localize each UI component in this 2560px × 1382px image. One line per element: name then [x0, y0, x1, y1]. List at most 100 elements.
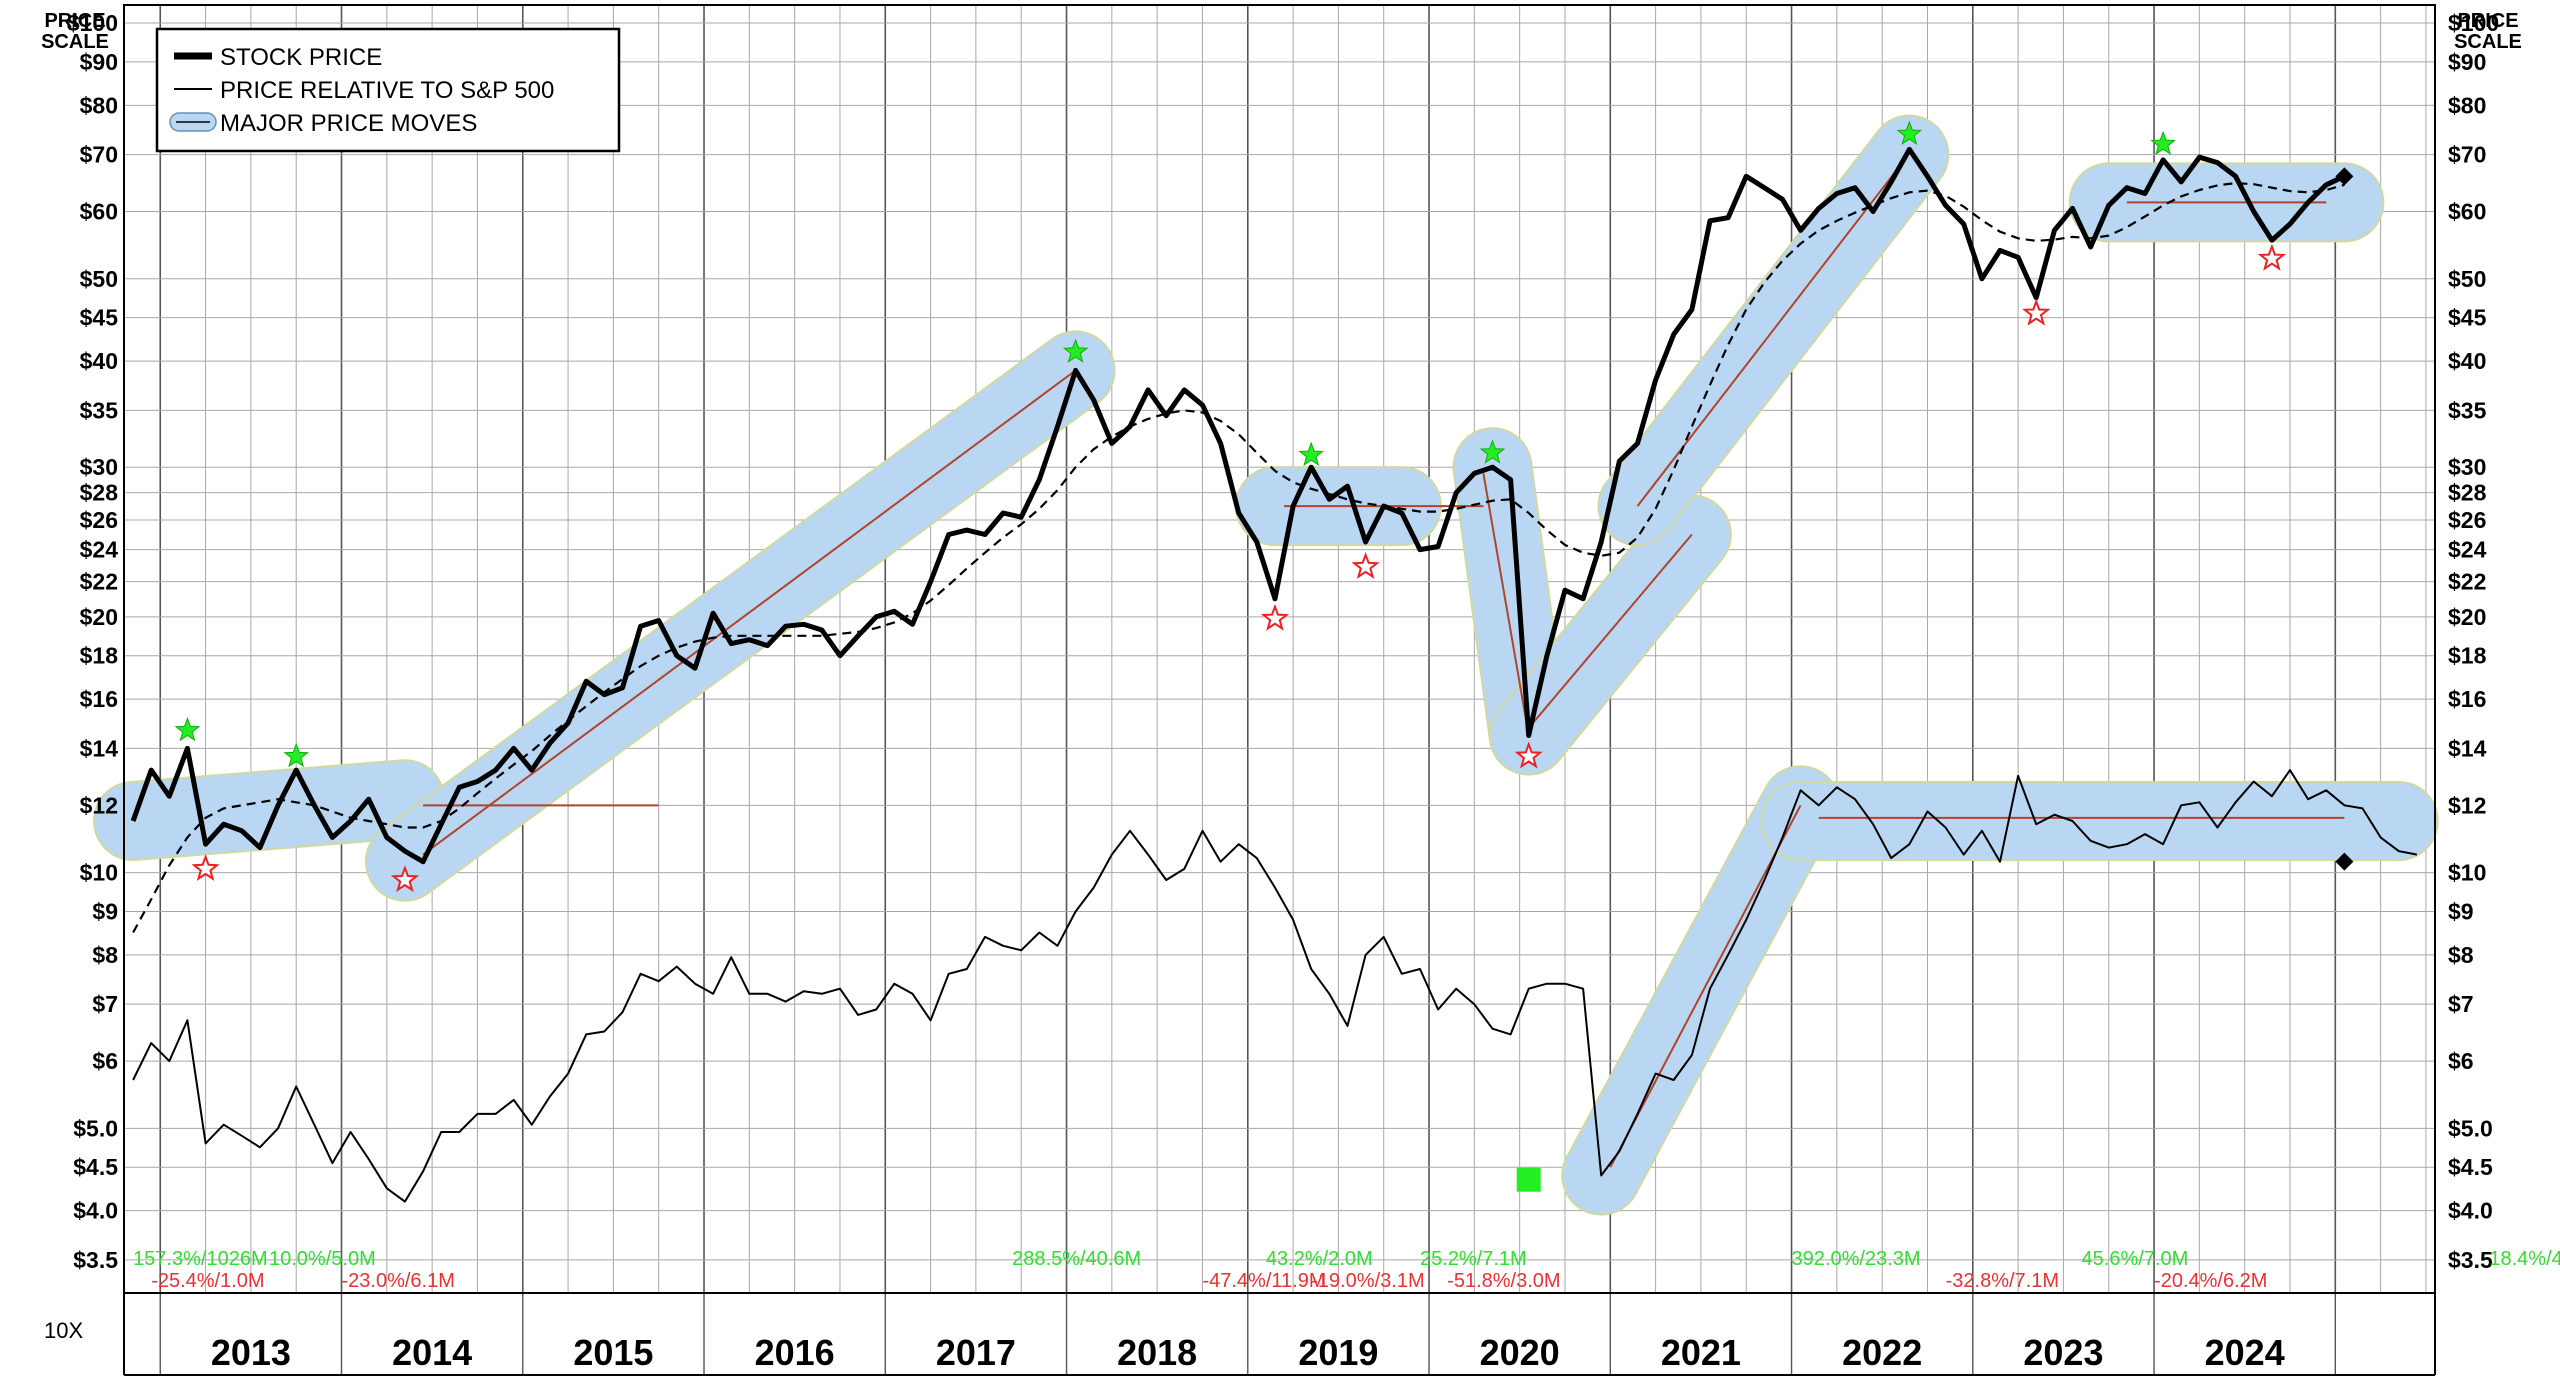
y-tick-label-right: $14 [2448, 735, 2487, 761]
move-annotations: 157.3%/1026M 10.0%/5.0M 288.5%/40.6M 43.2%/… [133, 1248, 2560, 1292]
y-tick-label-right: $30 [2448, 454, 2486, 480]
trend-line [1609, 804, 1802, 1168]
gain-annotation: 25.2%/7.1M [1420, 1248, 1527, 1270]
gain-annotation: 45.6%/7.0M [2082, 1248, 2189, 1270]
y-tick-label-right: $3.5 [2448, 1247, 2493, 1273]
loss-annotation: -51.8%/3.0M [1447, 1270, 1560, 1292]
series-relative-to-sp500 [132, 769, 2418, 1203]
year-label: 2017 [936, 1332, 1016, 1373]
y-tick-label-left: $28 [80, 480, 119, 506]
y-tick-label-left: $5.0 [73, 1115, 118, 1141]
y-tick-label-left: $50 [80, 266, 118, 292]
loss-annotation: -25.4%/1.0M [151, 1270, 264, 1292]
y-tick-label-left: $40 [80, 348, 118, 374]
y-tick-label-left: $45 [80, 305, 119, 331]
gain-annotation: 157.3%/1026M [133, 1248, 268, 1270]
gain-annotation: 43.2%/2.0M [1266, 1248, 1373, 1270]
price-scale-label-left-2: SCALE [41, 31, 109, 53]
y-tick-label-right: $24 [2448, 537, 2487, 563]
low-star-marker [2257, 243, 2287, 271]
y-tick-label-left: $26 [80, 507, 118, 533]
series-stock-price [130, 146, 2346, 865]
y-tick-label-left: $4.5 [73, 1154, 118, 1180]
price-scale-label-right-2: SCALE [2454, 31, 2522, 53]
legend-entry-relative: PRICE RELATIVE TO S&P 500 [220, 77, 554, 104]
y-tick-label-left: $24 [80, 537, 119, 563]
loss-annotation: -47.4%/11.9M [1202, 1270, 1325, 1292]
low-star-marker [1514, 741, 1543, 769]
loss-annotation: -32.8%/7.1M [1946, 1270, 2059, 1292]
y-tick-label-right: $4.0 [2448, 1198, 2493, 1224]
legend-entry-stock-price: STOCK PRICE [220, 44, 382, 71]
y-tick-label-right: $70 [2448, 142, 2486, 168]
low-star-marker [1351, 552, 1380, 579]
y-tick-label-left: $20 [80, 604, 118, 630]
series-moving-average [132, 182, 2345, 934]
y-tick-label-left: $9 [92, 898, 118, 924]
high-star-marker [283, 742, 309, 768]
low-star-marker [1260, 603, 1290, 631]
y-tick-label-right: $7 [2448, 991, 2474, 1017]
y-tick-label-right: $60 [2448, 198, 2486, 224]
y-tick-label-right: $4.5 [2448, 1154, 2493, 1180]
y-tick-label-left: $100 [67, 10, 118, 36]
y-tick-label-left: $4.0 [73, 1198, 118, 1224]
y-tick-label-left: $70 [80, 142, 118, 168]
year-label: 2020 [1480, 1332, 1560, 1373]
year-label: 2024 [2205, 1332, 2285, 1373]
year-label: 2018 [1117, 1332, 1197, 1373]
markers [174, 120, 2354, 1192]
high-star-marker [1298, 441, 1324, 466]
low-star-marker [2022, 298, 2051, 326]
y-tick-label-right: $5.0 [2448, 1115, 2493, 1141]
y-tick-label-right: $22 [2448, 569, 2486, 595]
price-scale-label-left-1: PRICE [44, 10, 105, 32]
y-tick-label-right: $50 [2448, 266, 2486, 292]
y-tick-label-left: $60 [80, 198, 118, 224]
price-scale-label-right-1: PRICE [2457, 10, 2518, 32]
high-star-marker [1479, 439, 1506, 464]
y-tick-label-right: $40 [2448, 348, 2486, 374]
y-tick-label-left: $12 [80, 792, 118, 818]
y-tick-label-left: $6 [92, 1048, 118, 1074]
y-tick-label-left: $14 [80, 735, 119, 761]
y-tick-label-left: $90 [80, 49, 118, 75]
y-tick-label-right: $16 [2448, 686, 2486, 712]
y-tick-label-left: $18 [80, 643, 119, 669]
y-tick-label-left: $7 [92, 991, 118, 1017]
low-star-marker [191, 854, 220, 881]
y-tick-label-left: $8 [92, 942, 118, 968]
year-labels: 2013 2014 2015 2016 2017 2018 2019 2020 2021 2022… [211, 1332, 2285, 1373]
trend-line [1482, 473, 1530, 736]
y-tick-label-left: $10 [80, 860, 118, 886]
y-tick-label-right: $35 [2448, 397, 2487, 423]
trend-line [1527, 533, 1693, 729]
gain-annotation: 18.4%/4.4M [2489, 1248, 2560, 1270]
y-tick-label-left: $35 [80, 397, 119, 423]
loss-annotation: -23.0%/6.1M [342, 1270, 455, 1292]
low-star-marker [390, 865, 420, 893]
year-label: 2013 [211, 1332, 291, 1373]
y-tick-label-right: $20 [2448, 604, 2486, 630]
end-diamond-marker [2335, 167, 2354, 186]
major-move-band [95, 761, 443, 860]
gain-annotation: 288.5%/40.6M [1012, 1248, 1141, 1270]
scale-note: 10X [44, 1318, 83, 1343]
y-tick-label-right: $6 [2448, 1048, 2474, 1074]
y-tick-label-left: $16 [80, 686, 118, 712]
y-tick-label-right: $26 [2448, 507, 2486, 533]
year-label: 2015 [573, 1332, 653, 1373]
high-star-marker [1896, 120, 1923, 145]
year-label: 2019 [1298, 1332, 1378, 1373]
y-tick-label-left: $3.5 [73, 1247, 118, 1273]
year-label: 2022 [1842, 1332, 1922, 1373]
y-tick-label-right: $8 [2448, 942, 2474, 968]
gain-annotation: 392.0%/23.3M [1792, 1248, 1921, 1270]
y-tick-label-right: $10 [2448, 860, 2486, 886]
year-label: 2014 [392, 1332, 472, 1373]
y-tick-label-right: $28 [2448, 480, 2487, 506]
end-diamond-marker [2335, 852, 2354, 871]
y-tick-label-right: $100 [2448, 10, 2499, 36]
high-star-marker [174, 716, 201, 742]
